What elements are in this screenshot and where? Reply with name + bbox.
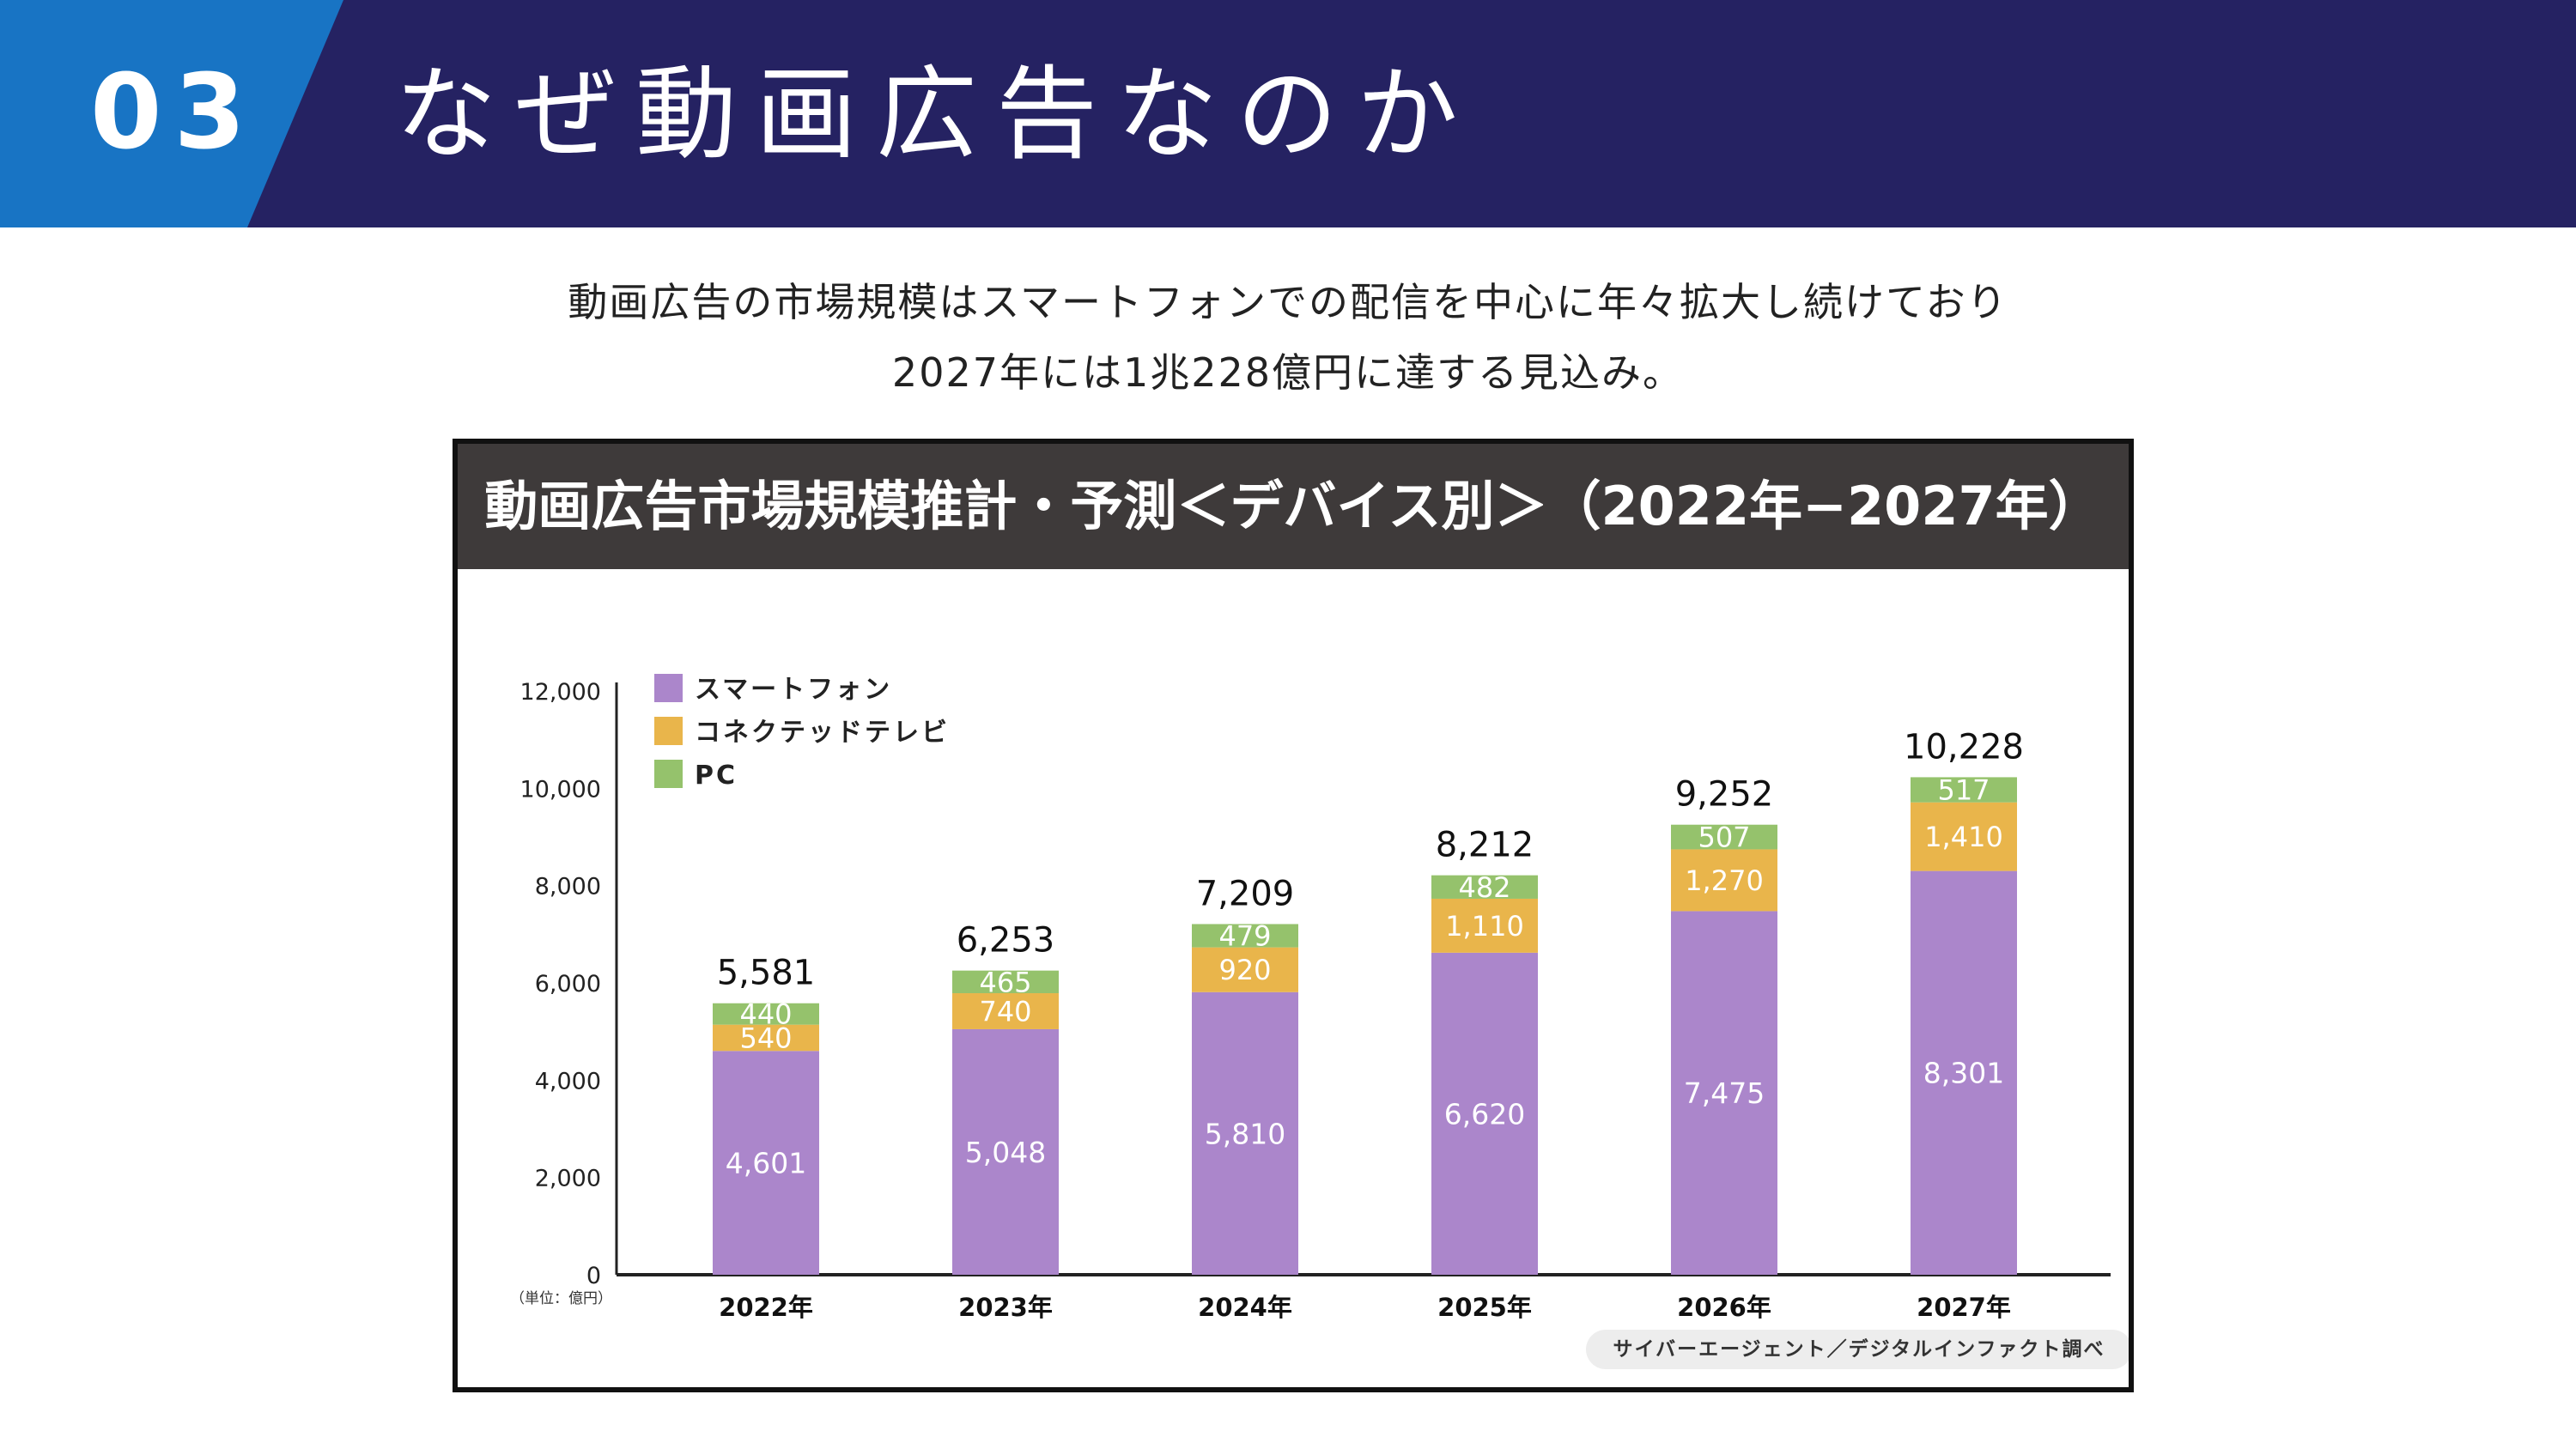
bar-value-label: 482 — [1458, 871, 1510, 904]
legend-swatch — [654, 760, 683, 788]
y-tick-label: 4,000 — [535, 1068, 601, 1094]
bar-value-label: 5,048 — [965, 1136, 1046, 1169]
page-title: なぜ動画広告なのか — [395, 55, 1478, 173]
x-tick-label: 2024年 — [1198, 1293, 1292, 1322]
intro-line-1: 動画広告の市場規模はスマートフォンでの配信を中心に年々拡大し続けており — [568, 279, 2008, 325]
bar-segment — [1911, 777, 2017, 803]
bar-value-label: 540 — [739, 1022, 792, 1054]
stacked-bar-chart: 0 2,000 4,000 6,000 8,000 10,000 12,000 （単位：億円）… — [510, 674, 2111, 1322]
x-tick-label: 2026年 — [1677, 1293, 1771, 1322]
bar-segment — [952, 1028, 1059, 1275]
chart-title: 動画広告市場規模推計・予測＜デバイス別＞（2022年−2027年） — [484, 475, 2102, 537]
bar-value-label: 920 — [1218, 954, 1271, 986]
bar-value-label: 1,410 — [1924, 821, 2003, 853]
bar-segment — [952, 970, 1059, 994]
legend-swatch — [654, 717, 683, 745]
bar-segment — [1671, 849, 1777, 912]
x-tick-label: 2022年 — [719, 1293, 813, 1322]
bar-segment — [1431, 898, 1538, 953]
y-tick-label: 0 — [586, 1263, 601, 1289]
source-pill — [1586, 1330, 2129, 1369]
bar-value-label: 1,110 — [1445, 910, 1524, 943]
chart-title-bar — [458, 444, 2129, 569]
bar-value-label: 465 — [979, 966, 1031, 998]
legend-label: PC — [695, 761, 738, 791]
bar-value-label: 8,301 — [1923, 1057, 2004, 1090]
bar-value-label: 479 — [1218, 920, 1271, 953]
legend-swatch — [654, 674, 683, 702]
source-note: サイバーエージェント／デジタルインファクト調べ — [1613, 1338, 2105, 1361]
y-tick-label: 2,000 — [535, 1166, 601, 1192]
legend-label: コネクテッドテレビ — [695, 718, 950, 748]
bar-value-label: 440 — [739, 998, 792, 1031]
bar-segment — [713, 1003, 819, 1025]
bar-segment — [1671, 911, 1777, 1275]
bar-value-label: 740 — [979, 996, 1031, 1028]
bar-value-label: 7,475 — [1684, 1076, 1765, 1110]
intro-line-2: 2027年には1兆228億円に達する見込み。 — [891, 349, 1685, 396]
bar-segment — [952, 993, 1059, 1029]
y-tick-label: 8,000 — [535, 874, 601, 900]
bar-value-label: 1,270 — [1685, 864, 1764, 897]
y-tick-label: 12,000 — [520, 679, 601, 706]
section-number: 03 — [90, 53, 258, 173]
bar-value-label: 507 — [1698, 822, 1750, 854]
bar-segment — [713, 1051, 819, 1275]
bar-segment — [1671, 824, 1777, 850]
header-bar: 03 なぜ動画広告なのか — [0, 0, 2576, 227]
bar-segment — [1192, 924, 1298, 948]
bar-segment — [1911, 802, 2017, 871]
y-tick-label: 6,000 — [535, 971, 601, 997]
bar-segment — [1192, 991, 1298, 1275]
x-tick-label: 2027年 — [1917, 1293, 2011, 1322]
bar-total-label: 5,581 — [717, 954, 816, 993]
bar-value-label: 6,620 — [1444, 1097, 1525, 1131]
y-tick-label: 10,000 — [520, 776, 601, 803]
bar-value-label: 5,810 — [1205, 1117, 1285, 1150]
bar-segment — [1431, 875, 1538, 899]
bar-total-label: 7,209 — [1196, 874, 1295, 913]
bar-total-label: 9,252 — [1675, 775, 1774, 815]
bar-segment — [1431, 952, 1538, 1275]
bar-total-label: 6,253 — [957, 921, 1055, 961]
x-tick-label: 2023年 — [958, 1293, 1053, 1322]
bar-value-label: 4,601 — [726, 1147, 806, 1180]
bar-segment — [1911, 870, 2017, 1275]
bar-total-label: 10,228 — [1904, 727, 2024, 767]
bar-total-label: 8,212 — [1436, 826, 1534, 865]
legend-label: スマートフォン — [695, 675, 892, 705]
bar-segment — [713, 1024, 819, 1052]
x-tick-label: 2025年 — [1437, 1293, 1532, 1322]
bar-value-label: 517 — [1937, 774, 1990, 807]
bar-segment — [1192, 947, 1298, 992]
unit-label: （単位：億円） — [510, 1290, 612, 1307]
chart-panel: 動画広告市場規模推計・予測＜デバイス別＞（2022年−2027年） 0 2,000… — [453, 439, 2134, 1392]
